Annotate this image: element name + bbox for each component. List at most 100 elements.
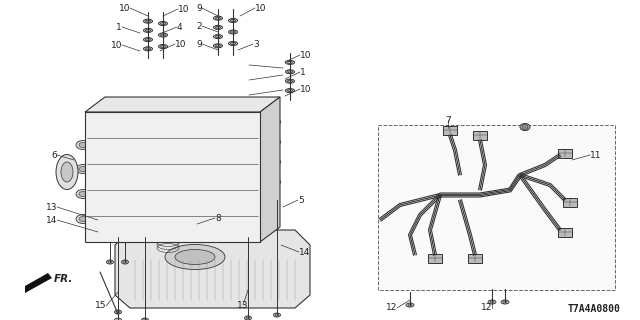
- Ellipse shape: [197, 150, 213, 158]
- Text: 12: 12: [386, 303, 397, 313]
- Ellipse shape: [273, 313, 280, 317]
- Ellipse shape: [143, 38, 152, 42]
- Ellipse shape: [266, 119, 274, 124]
- Ellipse shape: [135, 151, 145, 157]
- Polygon shape: [25, 273, 52, 293]
- Ellipse shape: [175, 250, 215, 265]
- Ellipse shape: [145, 38, 150, 41]
- Ellipse shape: [165, 126, 181, 134]
- Ellipse shape: [61, 162, 73, 182]
- Text: 13: 13: [237, 300, 249, 309]
- Ellipse shape: [168, 127, 178, 133]
- Ellipse shape: [102, 151, 112, 157]
- Polygon shape: [85, 97, 280, 112]
- Ellipse shape: [159, 44, 168, 49]
- Polygon shape: [260, 97, 280, 242]
- Ellipse shape: [102, 127, 112, 133]
- Ellipse shape: [122, 260, 129, 264]
- Bar: [468, 254, 482, 263]
- Text: 1: 1: [116, 22, 122, 31]
- Circle shape: [490, 300, 494, 304]
- Ellipse shape: [200, 127, 210, 133]
- Ellipse shape: [135, 176, 145, 182]
- Ellipse shape: [229, 175, 245, 183]
- Ellipse shape: [159, 33, 168, 37]
- Ellipse shape: [230, 20, 236, 22]
- Ellipse shape: [232, 151, 242, 157]
- Circle shape: [232, 101, 239, 108]
- Circle shape: [137, 176, 143, 182]
- Circle shape: [104, 201, 110, 207]
- Ellipse shape: [132, 200, 148, 208]
- Ellipse shape: [76, 140, 90, 149]
- Ellipse shape: [165, 244, 225, 269]
- Ellipse shape: [244, 316, 252, 320]
- Ellipse shape: [161, 22, 166, 25]
- Ellipse shape: [228, 42, 237, 45]
- Ellipse shape: [56, 155, 78, 189]
- Bar: [473, 131, 487, 140]
- Circle shape: [104, 176, 110, 182]
- Text: 10: 10: [178, 4, 189, 13]
- Ellipse shape: [165, 175, 181, 183]
- Text: 1: 1: [300, 68, 306, 76]
- Bar: [443, 126, 457, 135]
- Text: 10: 10: [111, 41, 122, 50]
- Circle shape: [275, 313, 279, 317]
- Text: 12: 12: [481, 303, 492, 313]
- Ellipse shape: [76, 189, 90, 198]
- Circle shape: [234, 103, 237, 107]
- Ellipse shape: [266, 180, 274, 185]
- Ellipse shape: [141, 318, 148, 320]
- Circle shape: [184, 103, 186, 107]
- Ellipse shape: [285, 89, 294, 92]
- Text: 14: 14: [299, 247, 310, 257]
- Ellipse shape: [99, 150, 115, 158]
- Ellipse shape: [216, 26, 221, 28]
- Ellipse shape: [132, 150, 148, 158]
- Ellipse shape: [287, 61, 292, 63]
- Ellipse shape: [145, 48, 150, 50]
- Ellipse shape: [214, 35, 223, 39]
- Ellipse shape: [232, 127, 242, 133]
- Bar: [428, 254, 442, 263]
- Ellipse shape: [135, 127, 145, 133]
- Ellipse shape: [216, 17, 221, 19]
- Ellipse shape: [285, 70, 294, 74]
- Ellipse shape: [228, 30, 237, 34]
- Circle shape: [108, 260, 112, 264]
- Circle shape: [143, 318, 147, 320]
- Ellipse shape: [242, 102, 258, 108]
- Circle shape: [408, 303, 412, 307]
- Ellipse shape: [202, 102, 218, 108]
- Text: 2: 2: [196, 21, 202, 30]
- Text: 10: 10: [255, 4, 266, 12]
- Circle shape: [134, 103, 136, 107]
- Ellipse shape: [159, 21, 168, 26]
- Circle shape: [234, 151, 240, 157]
- Text: 9: 9: [196, 4, 202, 12]
- Text: 15: 15: [95, 301, 106, 310]
- Ellipse shape: [230, 31, 236, 33]
- Ellipse shape: [168, 151, 178, 157]
- Circle shape: [234, 201, 240, 207]
- Ellipse shape: [161, 34, 166, 36]
- Ellipse shape: [232, 201, 242, 207]
- Circle shape: [522, 124, 528, 130]
- Ellipse shape: [79, 217, 87, 221]
- Ellipse shape: [229, 200, 245, 208]
- Ellipse shape: [266, 159, 274, 164]
- Ellipse shape: [216, 36, 221, 38]
- Ellipse shape: [99, 126, 115, 134]
- Ellipse shape: [79, 166, 87, 172]
- Ellipse shape: [79, 191, 87, 196]
- Circle shape: [234, 176, 240, 182]
- Bar: [563, 198, 577, 207]
- Ellipse shape: [216, 45, 221, 47]
- Text: 7: 7: [445, 116, 451, 124]
- Circle shape: [137, 127, 143, 133]
- Ellipse shape: [520, 124, 530, 131]
- Circle shape: [104, 151, 110, 157]
- Ellipse shape: [165, 200, 181, 208]
- Text: 4: 4: [177, 22, 182, 31]
